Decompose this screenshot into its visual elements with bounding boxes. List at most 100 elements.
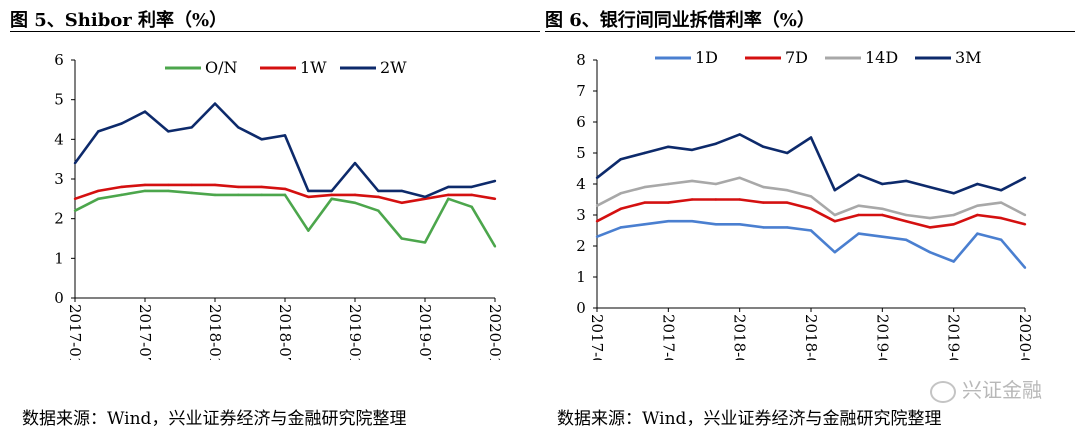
data-point	[143, 183, 147, 187]
data-point	[260, 138, 263, 141]
legend-label: O/N	[205, 58, 238, 77]
data-point	[423, 195, 427, 199]
data-point	[493, 197, 497, 201]
data-point	[595, 204, 599, 207]
data-point	[447, 197, 450, 201]
data-point	[762, 226, 765, 229]
data-point	[143, 189, 147, 193]
x-tick-label: 2017-07	[659, 314, 677, 360]
x-tick-label: 2017-07	[136, 304, 154, 360]
data-point	[120, 185, 123, 189]
y-tick-label: 5	[54, 91, 64, 109]
data-point	[857, 213, 860, 217]
legend-label: 1D	[695, 48, 718, 67]
data-point	[976, 232, 979, 235]
legend-label: 3M	[955, 48, 982, 67]
data-point	[952, 192, 955, 195]
data-point	[1000, 238, 1003, 241]
data-point	[595, 176, 599, 179]
data-point	[307, 189, 310, 193]
data-point	[833, 189, 836, 192]
y-tick-label: 3	[576, 206, 586, 224]
data-point	[190, 126, 193, 129]
data-point	[928, 185, 932, 189]
data-point	[353, 193, 357, 197]
data-point	[1000, 216, 1003, 220]
data-point	[762, 201, 765, 204]
data-point	[400, 189, 403, 193]
data-point	[1000, 201, 1003, 204]
data-point	[809, 229, 813, 232]
y-tick-label: 1	[576, 268, 586, 286]
data-point	[714, 198, 718, 201]
x-tick-label: 2019-01	[873, 314, 891, 360]
series-line-on	[74, 189, 497, 248]
panel-interbank: 图 6、银行间同业拆借利率（%） 0 1 2 3 4 5 6 7 8 2017-01 2017-07…	[545, 0, 1075, 438]
data-point	[353, 161, 357, 165]
data-point	[857, 232, 860, 235]
data-point	[213, 183, 217, 187]
data-point	[738, 223, 741, 226]
x-tick-label: 2019-07	[416, 304, 434, 360]
data-point	[423, 197, 427, 201]
data-point	[619, 207, 622, 210]
data-point	[928, 216, 932, 220]
data-point	[447, 193, 450, 197]
series-line-2w	[73, 102, 496, 199]
data-point	[809, 136, 813, 139]
y-tick-label: 6	[576, 113, 586, 131]
x-tick-label: 2018-07	[276, 304, 294, 360]
data-point	[976, 213, 979, 217]
data-point	[762, 145, 765, 148]
legend-label: 14D	[865, 48, 898, 67]
data-point	[260, 193, 263, 197]
data-point	[330, 193, 333, 197]
interbank-chart: 0 1 2 3 4 5 6 7 8 2017-01 2017-07 2018-01 2018-07 201…	[576, 48, 1034, 360]
y-tick-label: 2	[576, 237, 586, 255]
y-tick-label: 0	[576, 299, 586, 317]
data-point	[595, 235, 599, 238]
data-point	[738, 198, 741, 201]
data-point	[667, 201, 670, 204]
data-point	[690, 148, 694, 152]
data-point	[237, 126, 240, 129]
x-tick-label: 2017-01	[588, 314, 606, 360]
x-tick-label: 2018-01	[206, 304, 224, 360]
data-point	[643, 201, 646, 204]
x-tick-label: 2018-07	[802, 314, 820, 360]
data-point	[143, 110, 147, 113]
data-point	[904, 238, 908, 241]
data-point	[714, 223, 718, 226]
data-point	[952, 223, 955, 226]
data-point	[120, 122, 123, 125]
data-point	[470, 205, 473, 208]
data-point	[809, 207, 813, 210]
data-point	[190, 183, 193, 187]
y-tick-label: 4	[54, 130, 64, 148]
data-point	[283, 134, 287, 137]
data-point	[928, 251, 932, 254]
x-tick-label: 2020-01	[486, 304, 504, 360]
title-rule	[10, 31, 540, 32]
data-point	[690, 179, 694, 183]
y-tick-label: 1	[54, 249, 64, 267]
y-tick-label: 8	[576, 51, 586, 69]
data-point	[714, 142, 718, 145]
y-tick-label: 0	[54, 289, 64, 307]
source-note: 数据来源：Wind，兴业证券经济与金融研究院整理	[22, 409, 407, 429]
y-tick-label: 2	[54, 210, 64, 228]
data-point	[400, 201, 403, 204]
data-point	[377, 195, 380, 199]
y-tick-label: 7	[576, 82, 586, 100]
data-point	[237, 185, 240, 189]
data-point	[809, 195, 813, 198]
legend-label: 1W	[300, 58, 327, 77]
data-point	[377, 209, 380, 212]
data-point	[976, 182, 979, 186]
data-point	[73, 197, 77, 201]
data-point	[423, 241, 427, 244]
data-point	[1023, 213, 1027, 217]
data-point	[353, 201, 357, 204]
data-point	[167, 130, 170, 133]
data-point	[283, 193, 287, 197]
